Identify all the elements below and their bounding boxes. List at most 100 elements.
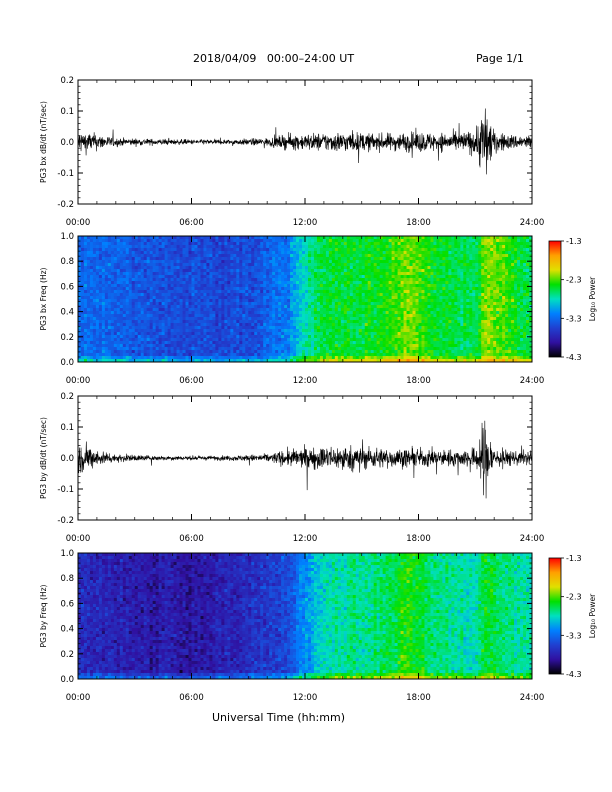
heatmap-cell — [239, 329, 243, 333]
heatmap-cell — [122, 338, 127, 342]
heatmap-cell — [257, 305, 261, 309]
heatmap-cell — [322, 338, 327, 342]
heatmap-cell — [293, 275, 297, 279]
heatmap-cell — [86, 341, 91, 345]
heatmap-cell — [391, 332, 396, 336]
heatmap-cell — [382, 248, 387, 252]
heatmap-cell — [221, 323, 225, 327]
heatmap-cell — [358, 266, 363, 270]
heatmap-cell — [281, 341, 285, 345]
heatmap-cell — [373, 275, 378, 279]
heatmap-cell — [400, 335, 404, 339]
heatmap-cell — [266, 266, 270, 270]
heatmap-cell — [367, 251, 372, 255]
heatmap-cell — [370, 236, 375, 240]
heatmap-cell — [349, 344, 354, 348]
heatmap-cell — [334, 272, 339, 276]
heatmap-cell — [278, 344, 282, 348]
heatmap-cell — [224, 296, 228, 300]
heatmap-cell — [307, 314, 312, 318]
heatmap-cell — [415, 341, 419, 345]
heatmap-cell — [203, 350, 207, 354]
heatmap-cell — [337, 341, 342, 345]
heatmap-cell — [197, 320, 201, 324]
heatmap-cell — [254, 278, 258, 282]
heatmap-cell — [412, 329, 416, 333]
heatmap-cell — [358, 302, 363, 306]
heatmap-cell — [319, 287, 324, 291]
heatmap-cell — [78, 269, 82, 273]
heatmap-cell — [170, 332, 174, 336]
heatmap-cell — [194, 311, 198, 315]
heatmap-cell — [397, 242, 401, 246]
heatmap-cell — [403, 254, 407, 258]
heatmap-cell — [212, 284, 216, 288]
heatmap-cell — [358, 263, 363, 267]
heatmap-cell — [305, 320, 309, 324]
heatmap-cell — [152, 278, 157, 282]
heatmap-cell — [325, 305, 330, 309]
heatmap-cell — [107, 338, 112, 342]
heatmap-cell — [239, 305, 243, 309]
heatmap-cell — [221, 356, 225, 360]
heatmap-cell — [299, 299, 303, 303]
heatmap-cell — [233, 359, 237, 363]
heatmap-cell — [209, 347, 213, 351]
heatmap-cell — [203, 332, 207, 336]
heatmap-cell — [200, 272, 204, 276]
heatmap-cell — [358, 236, 363, 240]
heatmap-cell — [182, 338, 186, 342]
heatmap-cell — [275, 308, 279, 312]
heatmap-cell — [275, 287, 279, 291]
heatmap-cell — [269, 281, 273, 285]
heatmap-cell — [340, 254, 345, 258]
heatmap-cell — [346, 299, 351, 303]
heatmap-cell — [376, 329, 381, 333]
heatmap-cell — [319, 347, 324, 351]
heatmap-cell — [272, 242, 276, 246]
heatmap-cell — [254, 290, 258, 294]
heatmap-cell — [284, 245, 288, 249]
heatmap-cell — [364, 347, 369, 351]
heatmap-cell — [412, 353, 416, 357]
heatmap-cell — [185, 338, 189, 342]
heatmap-cell — [275, 326, 279, 330]
heatmap-cell — [391, 251, 396, 255]
heatmap-cell — [337, 296, 342, 300]
heatmap-cell — [92, 329, 97, 333]
heatmap-cell — [310, 281, 315, 285]
heatmap-cell — [266, 275, 270, 279]
heatmap-cell — [290, 293, 294, 297]
heatmap-cell — [349, 287, 354, 291]
heatmap-cell — [200, 302, 204, 306]
heatmap-cell — [236, 248, 240, 252]
heatmap-cell — [281, 299, 285, 303]
heatmap-cell — [80, 275, 85, 279]
heatmap-cell — [107, 326, 112, 330]
heatmap-cell — [161, 245, 166, 249]
heatmap-cell — [149, 236, 154, 240]
heatmap-cell — [218, 281, 222, 285]
heatmap-cell — [406, 317, 410, 321]
heatmap-cell — [140, 317, 145, 321]
heatmap-cell — [194, 356, 198, 360]
heatmap-cell — [263, 314, 267, 318]
heatmap-cell — [328, 320, 333, 324]
heatmap-cell — [370, 323, 375, 327]
heatmap-cell — [358, 293, 363, 297]
heatmap-cell — [224, 275, 228, 279]
heatmap-cell — [400, 329, 404, 333]
heatmap-cell — [322, 281, 327, 285]
heatmap-cell — [412, 311, 416, 315]
heatmap-cell — [391, 245, 396, 249]
heatmap-cell — [176, 305, 180, 309]
heatmap-cell — [373, 281, 378, 285]
heatmap-cell — [281, 239, 285, 243]
heatmap-cell — [224, 248, 228, 252]
heatmap-cell — [86, 356, 91, 360]
heatmap-cell — [78, 314, 82, 318]
heatmap-cell — [98, 284, 103, 288]
heatmap-cell — [272, 239, 276, 243]
heatmap-cell — [227, 326, 231, 330]
heatmap-cell — [307, 305, 312, 309]
